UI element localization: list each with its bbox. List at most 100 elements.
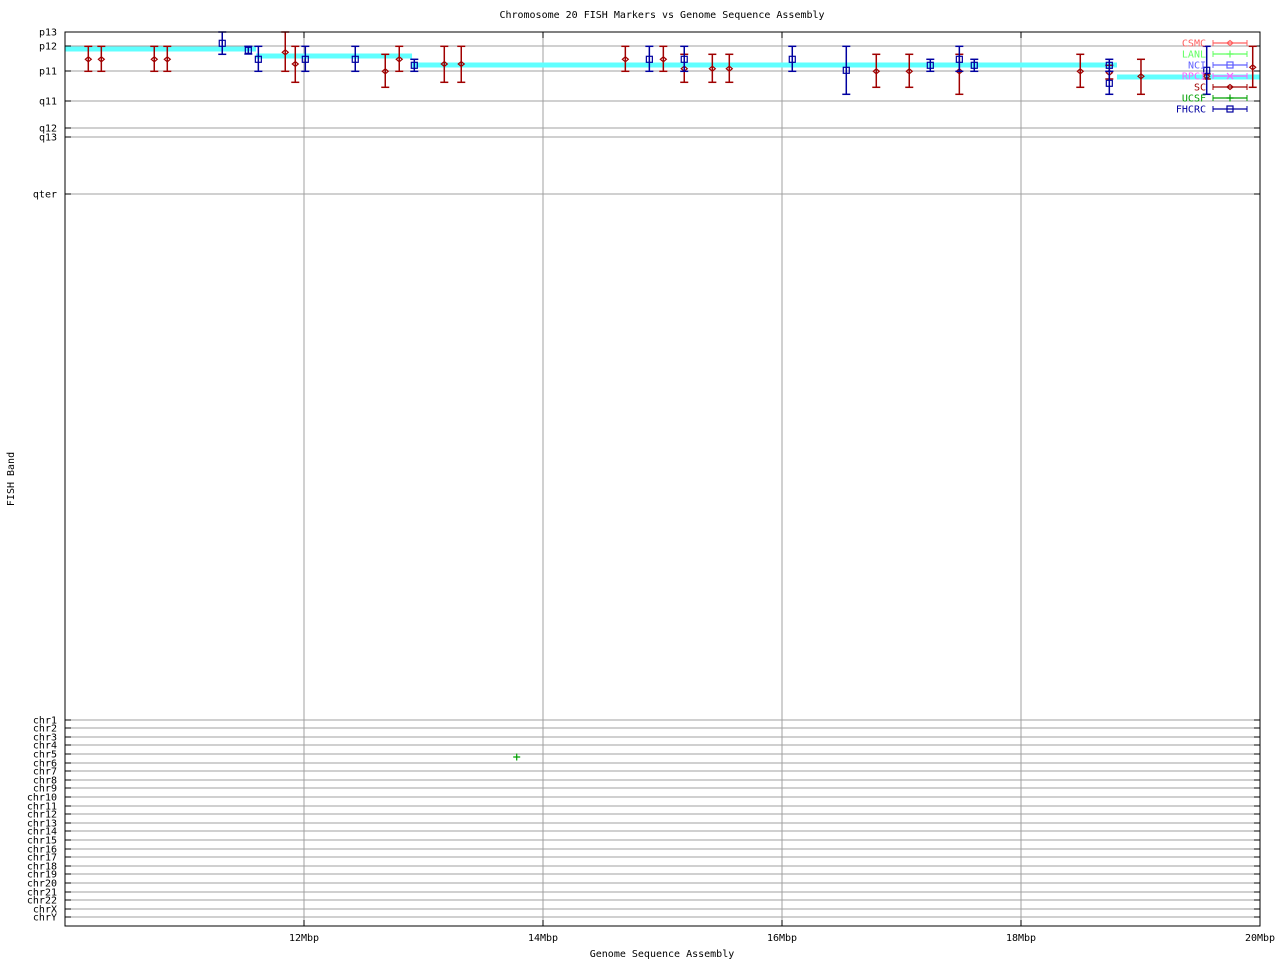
y-tick-label: chr7 — [33, 767, 57, 778]
square-marker — [926, 61, 934, 69]
y-tick-label: chr4 — [33, 741, 57, 752]
y-tick-label: chr15 — [27, 836, 57, 847]
diamond-marker — [150, 56, 159, 63]
diamond-marker — [291, 60, 300, 68]
data-point — [281, 31, 290, 73]
data-point — [1105, 58, 1114, 73]
y-tick-label: qter — [33, 190, 57, 201]
y-tick-label: chr10 — [27, 793, 57, 804]
y-tick-label: q13 — [39, 133, 57, 144]
y-tick-label: chrX — [33, 905, 57, 916]
plus-marker — [1226, 50, 1234, 58]
diamond-marker — [725, 65, 734, 72]
square-marker — [218, 39, 226, 47]
diamond-marker — [84, 56, 93, 63]
legend-label: FHCRC — [1176, 105, 1206, 116]
data-point — [926, 58, 935, 73]
data-point — [150, 45, 159, 73]
legend-entry: NCI — [1188, 61, 1248, 72]
data-point — [97, 45, 106, 73]
data-point — [291, 45, 300, 84]
y-axis-label: FISH Band — [6, 452, 17, 506]
y-tick-label: chr8 — [33, 776, 57, 787]
y-axis: p13p12p11q11q12q13qterchr1chr2chr3chr4ch… — [27, 28, 1260, 924]
diamond-marker — [440, 60, 449, 68]
diamond-marker — [708, 65, 717, 72]
legend-entry: LANL — [1182, 50, 1248, 61]
legend-label: NCI — [1188, 61, 1206, 72]
plus-marker — [1226, 94, 1234, 102]
legend-entry: UCSF — [1182, 94, 1248, 105]
square-marker — [1226, 61, 1234, 69]
data-point — [872, 53, 881, 89]
diamond-marker — [659, 56, 668, 63]
diamond-marker — [281, 49, 290, 56]
diamond-marker — [395, 56, 404, 63]
diamond-marker — [97, 56, 106, 63]
square-marker — [301, 55, 309, 63]
data-point — [621, 45, 630, 73]
diamond-marker — [680, 65, 689, 72]
data-point — [1136, 58, 1145, 96]
y-tick-label: chr17 — [27, 853, 57, 864]
data-point — [1105, 70, 1114, 96]
square-marker — [970, 61, 978, 69]
data-point — [680, 45, 689, 73]
data-point — [1202, 45, 1211, 96]
diamond-marker — [1226, 83, 1234, 91]
y-tick-label: chrY — [33, 913, 57, 924]
legend-entry: FHCRC — [1176, 105, 1248, 116]
data-point — [395, 45, 404, 73]
x-tick-label: 20Mbp — [1245, 933, 1275, 944]
data-point — [1248, 45, 1257, 89]
diamond-marker — [1248, 64, 1257, 71]
diamond-marker — [1202, 73, 1211, 80]
square-marker — [842, 66, 850, 74]
legend-label: RPCI — [1182, 72, 1206, 83]
data-point — [254, 45, 263, 73]
y-tick-label: chr19 — [27, 870, 57, 881]
data-point — [955, 45, 964, 73]
square-marker — [254, 55, 262, 63]
square-marker — [680, 55, 688, 63]
y-tick-label: chr9 — [33, 784, 57, 795]
legend-label: SC — [1194, 83, 1206, 94]
y-tick-label: chr1 — [33, 716, 57, 727]
cross-marker — [1226, 72, 1234, 80]
diamond-marker — [1226, 39, 1234, 47]
data-point — [381, 53, 390, 89]
grid — [65, 31, 1260, 926]
plot-border — [64, 31, 1261, 927]
y-tick-label: chr22 — [27, 896, 57, 907]
y-tick-label: chr5 — [33, 750, 57, 761]
legend-entry: RPCI — [1182, 72, 1248, 83]
data-point — [842, 45, 851, 96]
x-tick-label: 16Mbp — [767, 933, 797, 944]
y-tick-label: p13 — [39, 28, 57, 39]
data-point — [351, 45, 360, 73]
x-axis: 12Mbp 14Mbp 16Mbp 18Mbp 20Mbp — [289, 32, 1275, 944]
data-point — [970, 58, 979, 73]
data-point — [301, 45, 310, 73]
x-axis-label: Genome Sequence Assembly — [590, 949, 735, 960]
y-tick-label: chr18 — [27, 862, 57, 873]
data-point — [457, 45, 466, 84]
data-point — [163, 45, 172, 73]
data-point — [659, 45, 668, 73]
square-marker — [1203, 66, 1211, 74]
square-marker — [351, 55, 359, 63]
y-tick-label: p11 — [39, 67, 57, 78]
square-marker — [1226, 105, 1234, 113]
x-tick-label: 12Mbp — [289, 933, 319, 944]
y-tick-label: chr13 — [27, 819, 57, 830]
data-point — [645, 45, 654, 73]
y-tick-label: chr11 — [27, 802, 57, 813]
y-tick-label: chr21 — [27, 888, 57, 899]
legend-label: LANL — [1182, 50, 1206, 61]
legend-label: UCSF — [1182, 94, 1206, 105]
x-tick-label: 18Mbp — [1006, 933, 1036, 944]
data-point — [513, 753, 521, 761]
legend-label: CSMC — [1182, 39, 1206, 50]
